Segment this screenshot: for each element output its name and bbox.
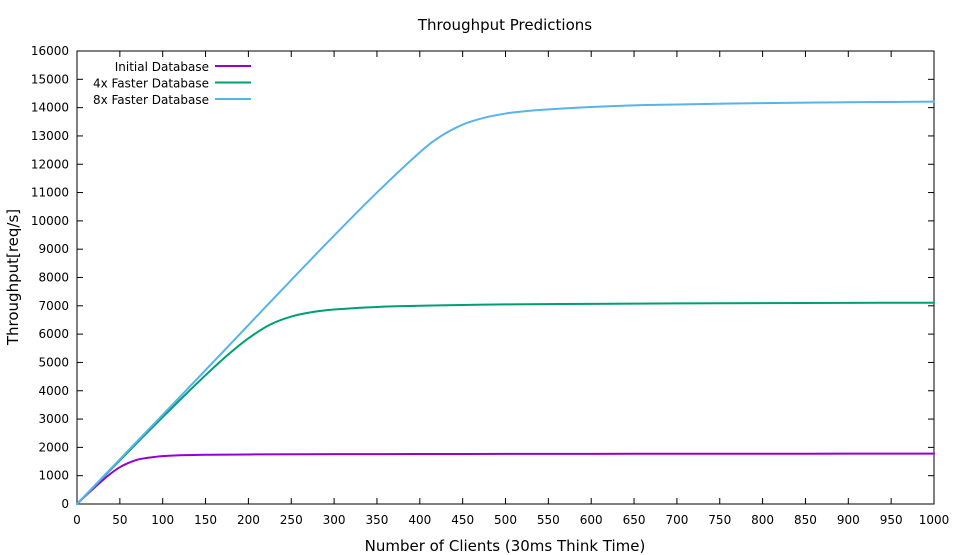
x-tick-label: 450: [451, 513, 474, 527]
y-tick-label: 11000: [31, 186, 69, 200]
y-tick-label: 4000: [38, 384, 69, 398]
series-line-1: [76, 452, 935, 505]
x-tick-label: 250: [280, 513, 303, 527]
x-tick-label: 750: [708, 513, 731, 527]
y-tick-label: 16000: [31, 44, 69, 58]
x-tick-label: 150: [194, 513, 217, 527]
legend: Initial Database 4x Faster Database 8x Fas…: [93, 60, 251, 107]
x-tick-label: 400: [408, 513, 431, 527]
y-tick-label: 13000: [31, 129, 69, 143]
x-tick-label: 1000: [919, 513, 950, 527]
x-tick-label: 950: [880, 513, 903, 527]
legend-label: Initial Database: [115, 60, 209, 74]
x-tick-label: 900: [837, 513, 860, 527]
y-axis: 0 1000 2000 3000 4000 5000 6000 7000 8000 9000 100…: [31, 44, 934, 511]
y-axis-label: Throughput[req/s]: [4, 209, 22, 346]
x-tick-label: 0: [73, 513, 81, 527]
x-tick-label: 850: [794, 513, 817, 527]
legend-label: 4x Faster Database: [93, 77, 209, 91]
y-tick-label: 3000: [38, 412, 69, 426]
x-tick-label: 100: [151, 513, 174, 527]
x-tick-label: 700: [665, 513, 688, 527]
y-tick-label: 8000: [38, 271, 69, 285]
series-line-2: [76, 301, 935, 505]
y-tick-label: 14000: [31, 101, 69, 115]
y-tick-label: 12000: [31, 157, 69, 171]
y-tick-label: 10000: [31, 214, 69, 228]
x-axis: 0 50 100 150 200 250 300 350 400 450 500 550 600 650 7…: [73, 51, 949, 527]
x-tick-label: 50: [112, 513, 127, 527]
y-tick-label: 1000: [38, 469, 69, 483]
y-tick-label: 2000: [38, 440, 69, 454]
series-lines: [76, 100, 935, 505]
legend-label: 8x Faster Database: [93, 93, 209, 107]
x-tick-label: 350: [365, 513, 388, 527]
x-tick-label: 550: [537, 513, 560, 527]
x-tick-label: 200: [237, 513, 260, 527]
y-tick-label: 6000: [38, 327, 69, 341]
x-tick-label: 500: [494, 513, 517, 527]
y-tick-label: 7000: [38, 299, 69, 313]
chart-title: Throughput Predictions: [417, 16, 592, 34]
x-tick-label: 600: [580, 513, 603, 527]
x-tick-label: 300: [323, 513, 346, 527]
plot-frame: [76, 50, 935, 505]
y-tick-label: 5000: [38, 355, 69, 369]
x-tick-label: 650: [623, 513, 646, 527]
y-tick-label: 9000: [38, 242, 69, 256]
y-tick-label: 15000: [31, 72, 69, 86]
series-line-3: [76, 100, 935, 505]
y-tick-label: 0: [61, 497, 69, 511]
x-tick-label: 800: [751, 513, 774, 527]
x-axis-label: Number of Clients (30ms Think Time): [365, 537, 646, 555]
